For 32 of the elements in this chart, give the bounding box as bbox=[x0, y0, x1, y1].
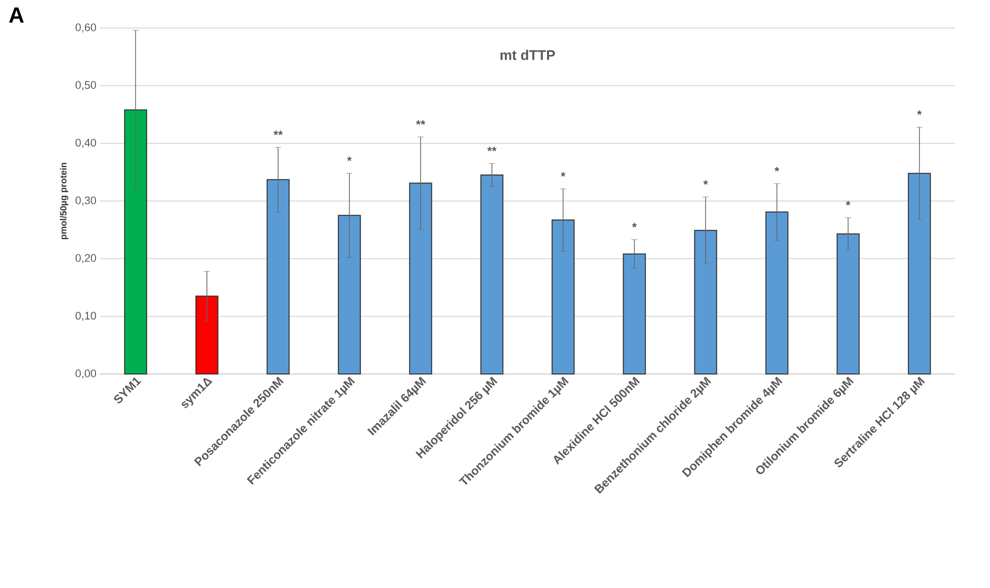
text: mt dTTP bbox=[500, 50, 555, 60]
bar bbox=[124, 109, 148, 375]
text: A bbox=[9, 8, 24, 23]
annotation: ** bbox=[274, 130, 283, 136]
y-tick-label: 0,30 bbox=[76, 196, 96, 206]
bar bbox=[908, 172, 931, 375]
annotation: * bbox=[917, 110, 922, 115]
bar bbox=[480, 174, 504, 375]
annotation: * bbox=[703, 180, 708, 185]
bar bbox=[622, 254, 646, 375]
y-axis-title: pmol/50µg protein bbox=[60, 162, 68, 240]
bar bbox=[836, 233, 860, 375]
bar bbox=[338, 214, 361, 375]
annotation: ** bbox=[416, 120, 426, 125]
annotation: * bbox=[347, 156, 352, 162]
bar bbox=[409, 182, 432, 375]
y-tick-label: 0,20 bbox=[76, 254, 96, 264]
y-tick-label: 0,50 bbox=[76, 81, 96, 90]
annotation: * bbox=[774, 166, 780, 172]
bar bbox=[552, 220, 575, 375]
bar bbox=[765, 211, 788, 375]
annotation: ** bbox=[487, 146, 497, 152]
annotation: * bbox=[560, 172, 566, 177]
y-tick-label: 0,00 bbox=[76, 369, 96, 379]
bar bbox=[694, 230, 718, 375]
y-tick-label: 0,40 bbox=[76, 138, 96, 148]
y-tick-label: 0,60 bbox=[76, 23, 96, 33]
y-tick-label: 0,10 bbox=[76, 312, 96, 321]
bar bbox=[195, 296, 218, 375]
bar bbox=[266, 179, 290, 375]
annotation: * bbox=[846, 200, 850, 206]
annotation: * bbox=[632, 222, 637, 228]
